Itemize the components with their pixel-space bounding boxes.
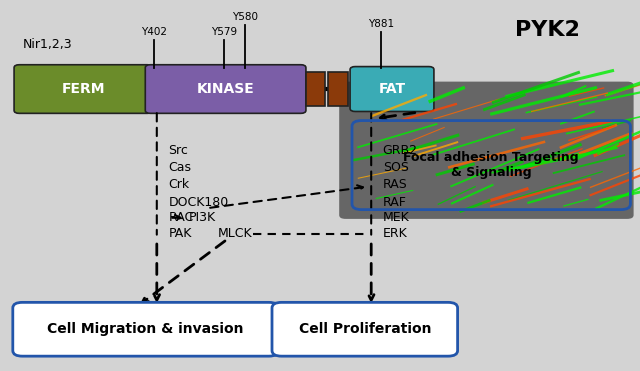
FancyBboxPatch shape (272, 302, 458, 356)
FancyBboxPatch shape (145, 65, 306, 114)
FancyBboxPatch shape (350, 66, 434, 111)
Text: FERM: FERM (61, 82, 105, 96)
Text: ERK: ERK (383, 227, 408, 240)
Text: DOCK180: DOCK180 (168, 196, 228, 209)
Text: Y579: Y579 (211, 27, 237, 37)
Text: Cell Proliferation: Cell Proliferation (298, 322, 431, 336)
Text: Cas: Cas (168, 161, 191, 174)
Text: RAF: RAF (383, 196, 406, 209)
FancyBboxPatch shape (306, 72, 325, 106)
FancyBboxPatch shape (13, 302, 278, 356)
Text: PAK: PAK (168, 227, 192, 240)
FancyBboxPatch shape (14, 65, 152, 114)
Text: GRB2: GRB2 (383, 144, 418, 157)
Text: Src: Src (168, 144, 188, 157)
Text: Cell Migration & invasion: Cell Migration & invasion (47, 322, 244, 336)
Text: Crk: Crk (168, 178, 189, 191)
Text: PI3K: PI3K (189, 211, 216, 224)
Text: KINASE: KINASE (196, 82, 255, 96)
Text: Y881: Y881 (368, 20, 394, 30)
FancyBboxPatch shape (339, 82, 634, 219)
Text: RAC: RAC (168, 211, 193, 224)
FancyBboxPatch shape (328, 72, 348, 106)
Text: Focal adhesion Targeting
& Signaling: Focal adhesion Targeting & Signaling (403, 151, 579, 179)
Text: RAS: RAS (383, 178, 408, 191)
Text: MEK: MEK (383, 211, 410, 224)
Text: SOS: SOS (383, 161, 408, 174)
Text: Y580: Y580 (232, 12, 258, 22)
Text: FAT: FAT (378, 82, 406, 96)
Text: Nir1,2,3: Nir1,2,3 (22, 38, 72, 51)
Text: Y402: Y402 (141, 27, 166, 37)
Text: PYK2: PYK2 (515, 20, 580, 40)
Text: MLCK: MLCK (218, 227, 252, 240)
